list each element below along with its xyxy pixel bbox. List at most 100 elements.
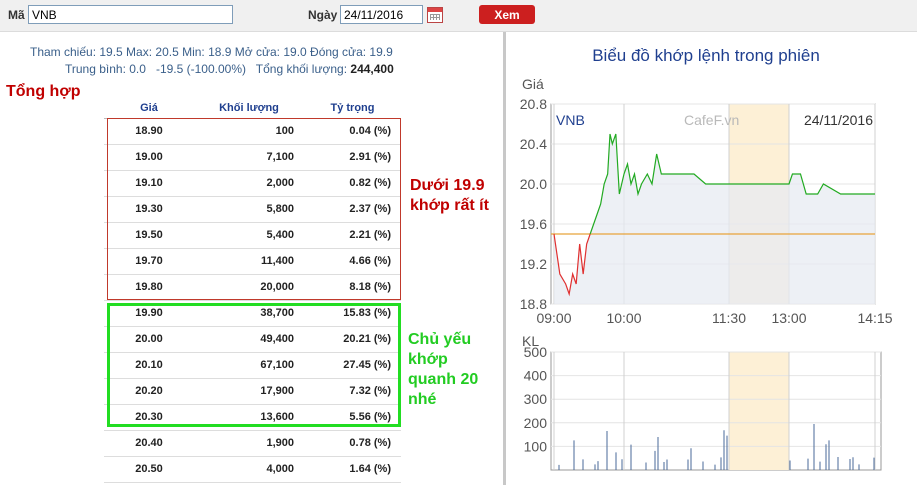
cell-gia: 19.80 [104, 274, 194, 301]
cell-khoi-luong: 11,400 [194, 248, 304, 275]
header-gia: Giá [104, 98, 194, 119]
table-body: 18.90 100 0.04 (%) 19.00 7,100 2.91 (%) 19.10 2… [104, 118, 401, 483]
cell-ty-trong: 7.32 (%) [304, 378, 401, 405]
x-tick-label: 09:00 [536, 310, 571, 326]
summary-stats: Trung bình: 0.0 -19.5 (-100.00%) Tổng kh… [65, 62, 351, 76]
green-note: Chủ yếu khớp quanh 20 nhé [408, 330, 478, 410]
volume-chart-ylabel: KL [522, 333, 539, 349]
ma-input[interactable] [28, 5, 233, 24]
cell-khoi-luong: 20,000 [194, 274, 304, 301]
y-tick-label: 20.4 [520, 136, 547, 152]
x-tick-label: 10:00 [606, 310, 641, 326]
cell-ty-trong: 27.45 (%) [304, 352, 401, 379]
green-note-line: khớp [408, 351, 448, 368]
break-band [729, 352, 789, 470]
price-line-below-ref [553, 233, 591, 297]
cell-ty-trong: 2.37 (%) [304, 196, 401, 223]
table-row: 20.10 67,100 27.45 (%) [104, 352, 401, 379]
cell-ty-trong: 4.66 (%) [304, 248, 401, 275]
red-note-line: Dưới 19.9 [410, 177, 485, 194]
cell-gia: 20.40 [104, 430, 194, 457]
date-label: 24/11/2016 [804, 112, 873, 128]
table-row: 19.10 2,000 0.82 (%) [104, 170, 401, 197]
cell-khoi-luong: 67,100 [194, 352, 304, 379]
price-chart: Giá 20.8 20.4 20.0 19.6 19.2 18.809:00 10:00 11… [520, 76, 893, 326]
plot-area [550, 351, 882, 471]
cell-khoi-luong: 4,000 [194, 456, 304, 483]
cell-gia: 20.00 [104, 326, 194, 353]
cell-gia: 18.90 [104, 118, 194, 145]
cell-ty-trong: 0.78 (%) [304, 430, 401, 457]
summary-line-2: Trung bình: 0.0 -19.5 (-100.00%) Tổng kh… [65, 62, 394, 76]
symbol-label: VNB [556, 112, 585, 128]
table-row: 20.00 49,400 20.21 (%) [104, 326, 401, 353]
table-row: 20.50 4,000 1.64 (%) [104, 456, 401, 483]
cell-khoi-luong: 49,400 [194, 326, 304, 353]
y-tick-label: 300 [524, 391, 548, 407]
red-note: Dưới 19.9 khớp rất ít [410, 176, 489, 216]
table-header-row: Giá Khối lượng Tỷ trọng [104, 98, 401, 119]
ngay-input[interactable] [340, 5, 423, 24]
calendar-icon[interactable] [427, 7, 443, 23]
table-row: 19.70 11,400 4.66 (%) [104, 248, 401, 275]
cell-ty-trong: 0.04 (%) [304, 118, 401, 145]
table-row: 19.80 20,000 8.18 (%) [104, 274, 401, 301]
cell-gia: 19.70 [104, 248, 194, 275]
x-tick-label: 11:30 [712, 310, 746, 326]
y-tick-label: 18.8 [520, 296, 547, 312]
cell-gia: 20.20 [104, 378, 194, 405]
section-title: Tổng hợp [6, 83, 81, 100]
y-tick-label: 500 [524, 344, 548, 360]
red-note-line: khớp rất ít [410, 197, 489, 214]
cell-khoi-luong: 100 [194, 118, 304, 145]
cell-khoi-luong: 5,400 [194, 222, 304, 249]
table-row: 20.40 1,900 0.78 (%) [104, 430, 401, 457]
cell-khoi-luong: 2,000 [194, 170, 304, 197]
price-table: Giá Khối lượng Tỷ trọng 18.90 100 0.04 (%)… [104, 98, 401, 483]
cell-khoi-luong: 7,100 [194, 144, 304, 171]
price-line-above-ref [589, 133, 875, 235]
y-tick-label: 100 [524, 438, 548, 454]
y-tick-label: 20.8 [520, 96, 547, 112]
cell-khoi-luong: 1,900 [194, 430, 304, 457]
chart-title: Biểu đồ khớp lệnh trong phiên [592, 46, 820, 65]
cell-ty-trong: 8.18 (%) [304, 274, 401, 301]
y-tick-label: 20.0 [520, 176, 547, 192]
x-tick-label: 14:15 [857, 310, 892, 326]
table-row: 20.20 17,900 7.32 (%) [104, 378, 401, 405]
cell-gia: 19.50 [104, 222, 194, 249]
header-ty-trong: Tỷ trọng [304, 98, 401, 119]
cell-khoi-luong: 17,900 [194, 378, 304, 405]
green-note-line: Chủ yếu [408, 331, 472, 348]
volume-chart: KL 500 400 300 200 100 [522, 333, 882, 471]
ngay-label: Ngày [308, 8, 338, 22]
xem-button[interactable]: Xem [479, 5, 535, 24]
green-highlight-box [107, 303, 401, 427]
cell-ty-trong: 1.64 (%) [304, 456, 401, 483]
watermark: CafeF.vn [684, 112, 739, 128]
summary-line-1: Tham chiếu: 19.5 Max: 20.5 Min: 18.9 Mở … [30, 45, 393, 59]
header-khoi-luong: Khối lượng [194, 98, 304, 119]
panel-divider [503, 32, 506, 485]
y-tick-label: 200 [524, 415, 548, 431]
cell-gia: 19.30 [104, 196, 194, 223]
toolbar: Mã Ngày Xem [0, 0, 917, 32]
cell-gia: 20.50 [104, 456, 194, 483]
ma-label: Mã [8, 8, 25, 22]
cell-gia: 19.10 [104, 170, 194, 197]
green-note-line: nhé [408, 391, 437, 408]
table-row: 19.50 5,400 2.21 (%) [104, 222, 401, 249]
cell-ty-trong: 20.21 (%) [304, 326, 401, 353]
table-row: 19.30 5,800 2.37 (%) [104, 196, 401, 223]
cell-khoi-luong: 5,800 [194, 196, 304, 223]
cell-gia: 20.10 [104, 352, 194, 379]
table-row: 19.00 7,100 2.91 (%) [104, 144, 401, 171]
total-volume: 244,400 [350, 62, 394, 76]
cell-gia: 19.00 [104, 144, 194, 171]
red-highlight-box [107, 118, 401, 300]
cell-ty-trong: 2.21 (%) [304, 222, 401, 249]
x-tick-label: 13:00 [771, 310, 806, 326]
price-chart-ylabel: Giá [522, 76, 544, 92]
cell-ty-trong: 0.82 (%) [304, 170, 401, 197]
y-tick-label: 19.2 [520, 256, 547, 272]
